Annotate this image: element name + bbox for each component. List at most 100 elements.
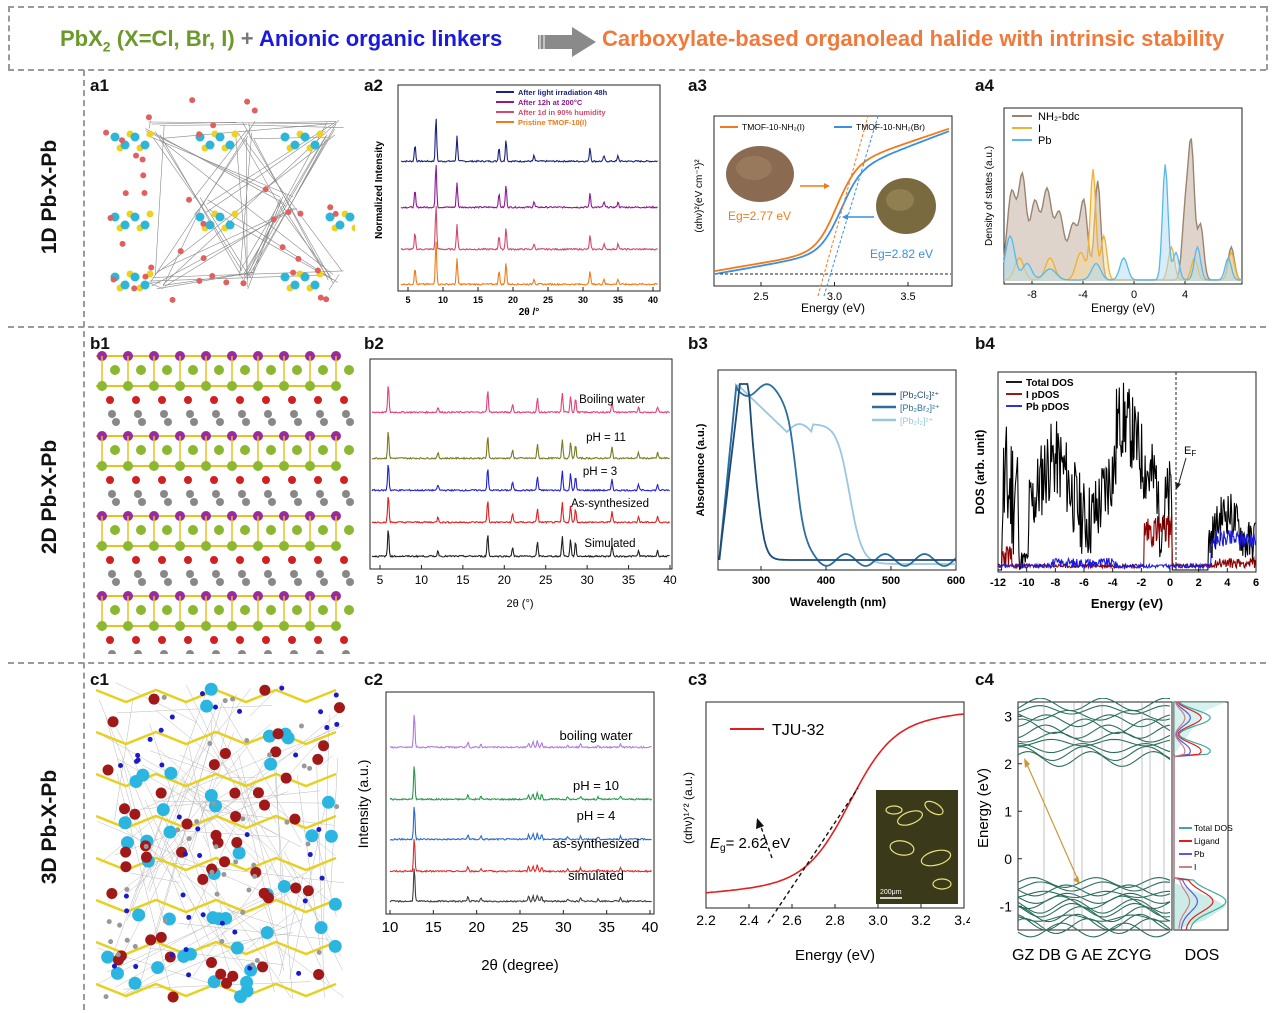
xrd-pattern bbox=[389, 766, 653, 801]
band-line bbox=[1017, 714, 1171, 728]
a3-xlabel: Energy (eV) bbox=[801, 301, 865, 315]
b2-curve-label: pH = 11 bbox=[586, 432, 626, 444]
a3-legend: TMOF-10-NH₂(I) TMOF-10-NH₂(Br) bbox=[720, 122, 925, 132]
header: PbX2 (X=Cl, Br, I) + Anionic organic lin… bbox=[60, 26, 1270, 60]
b2-curve-label: Boiling water bbox=[579, 394, 645, 406]
xrd-pattern bbox=[400, 241, 658, 287]
a3-legend-i: TMOF-10-NH₂(I) bbox=[742, 122, 805, 132]
band-line bbox=[1017, 877, 1171, 888]
a4-xlabel: Energy (eV) bbox=[1091, 301, 1155, 315]
a2-legend-entry: After 1d in 90% humidity bbox=[518, 108, 606, 117]
row-label-2d: 2D Pb-X-Pb bbox=[38, 439, 61, 555]
x-tick-label: 20 bbox=[498, 573, 512, 587]
band-line bbox=[1017, 913, 1171, 931]
x-tick-label: 2.6 bbox=[782, 912, 802, 928]
a4-legend-entry: Pb bbox=[1038, 135, 1051, 147]
x-tick-label: 400 bbox=[817, 575, 835, 587]
x-tick-label: 2.2 bbox=[696, 912, 716, 928]
c4-dos-label: DOS bbox=[1185, 947, 1220, 964]
y-tick-label: 1 bbox=[1004, 803, 1012, 819]
band-line bbox=[1017, 718, 1171, 735]
band-plot-c4: Energy (eV) 3 2 1 0 -1 GZ DB G AE ZCYG DOS T… bbox=[975, 698, 1233, 964]
a3-eg-br: Eg=2.82 eV bbox=[870, 247, 933, 261]
x-tick-label: 600 bbox=[947, 575, 965, 587]
xrd-pattern bbox=[371, 496, 671, 524]
x-tick-label: 35 bbox=[613, 295, 623, 305]
band-line bbox=[1017, 884, 1171, 897]
x-tick-label: 15 bbox=[473, 295, 483, 305]
y-tick-label: 0 bbox=[1004, 851, 1012, 867]
band-line bbox=[1018, 738, 1171, 747]
x-tick-label: 20 bbox=[468, 919, 485, 936]
crystal-micrograph: 200μm bbox=[876, 790, 958, 904]
c2-curve-label: pH = 4 bbox=[577, 808, 616, 823]
xrd-pattern bbox=[371, 386, 670, 415]
panel-label-c4: c4 bbox=[975, 670, 994, 689]
a2-xlabel: 2θ /° bbox=[519, 307, 540, 318]
panel-label-c3: c3 bbox=[688, 670, 707, 689]
x-tick-label: 20 bbox=[508, 295, 518, 305]
x-tick-label: 3.4 bbox=[954, 912, 970, 928]
x-tick-label: 40 bbox=[642, 919, 659, 936]
xrd-pattern bbox=[389, 806, 652, 842]
c2-curve-label: pH = 10 bbox=[573, 778, 619, 793]
x-tick-label: 0 bbox=[1167, 577, 1173, 589]
b2-xlabel: 2θ (°) bbox=[506, 598, 533, 610]
b2-curve-label: Simulated bbox=[584, 538, 635, 550]
a3-legend-br: TMOF-10-NH₂(Br) bbox=[856, 122, 925, 132]
x-tick-label: 30 bbox=[580, 573, 594, 587]
band-line bbox=[1017, 881, 1171, 892]
a2-legend-entry: Pristine TMOF-10(I) bbox=[518, 118, 587, 127]
a2-legend-entry: After light irradiation 48h bbox=[518, 88, 608, 97]
structure-b1 bbox=[96, 351, 354, 654]
x-tick-label: 15 bbox=[456, 573, 470, 587]
reaction-arrow bbox=[538, 27, 596, 57]
panel-label-a3: a3 bbox=[688, 76, 707, 95]
x-tick-label: -4 bbox=[1108, 577, 1119, 589]
x-tick-label: 40 bbox=[663, 573, 677, 587]
x-tick-label: -4 bbox=[1078, 289, 1088, 301]
plus-sign: + bbox=[234, 26, 259, 51]
x-tick-label: 0 bbox=[1131, 289, 1137, 301]
band-line bbox=[1017, 745, 1171, 762]
panel-label-a1: a1 bbox=[90, 76, 109, 95]
x-tick-label: 2 bbox=[1196, 577, 1202, 589]
x-tick-label: 4 bbox=[1224, 577, 1231, 589]
dos-curve bbox=[1173, 701, 1191, 931]
panel-label-b3: b3 bbox=[688, 334, 708, 353]
y-tick-label: 3 bbox=[1004, 708, 1012, 724]
x-tick-label: 300 bbox=[752, 575, 770, 587]
x-tick-label: -6 bbox=[1079, 577, 1089, 589]
x-tick-label: 3.2 bbox=[911, 912, 931, 928]
x-tick-label: 25 bbox=[512, 919, 529, 936]
band-line bbox=[1017, 890, 1171, 899]
b4-legend-entry: Total DOS bbox=[1026, 378, 1074, 389]
x-tick-label: 10 bbox=[382, 919, 399, 936]
product-text: Carboxylate-based organolead halide with… bbox=[602, 26, 1225, 51]
band-line bbox=[1017, 742, 1171, 754]
dos-plot-b4: DOS (arb. unit) Energy (eV) -12 -10 -8 -6 -4… bbox=[973, 371, 1259, 611]
c3-ylabel: (αhν)¹ᐟ² (a.u.) bbox=[681, 772, 695, 844]
b3-legend-entry: [Pb₂Cl₂]²⁺ bbox=[900, 390, 939, 400]
c4-kpath-label: GZ DB G AE ZCYG bbox=[1012, 947, 1152, 964]
band-line bbox=[1017, 724, 1171, 739]
tauc-plot-a3: (αhν)²(eV cm⁻¹)² Energy (eV) 2.5 3.0 3.5 T… bbox=[694, 115, 953, 315]
row-label-1d: 1D Pb-X-Pb bbox=[38, 139, 61, 255]
x-tick-label: -8 bbox=[1027, 289, 1037, 301]
band-line bbox=[1017, 895, 1171, 910]
y-tick-label: 2 bbox=[1004, 756, 1012, 772]
x-tick-label: 30 bbox=[578, 295, 588, 305]
band-line bbox=[1017, 705, 1171, 715]
panel-label-c2: c2 bbox=[364, 670, 383, 689]
x-tick-label: 5 bbox=[377, 573, 384, 587]
xrd-pattern bbox=[371, 530, 670, 558]
band-line bbox=[1017, 709, 1171, 721]
c3-legend: TJU-32 bbox=[772, 722, 825, 739]
x-tick-label: 25 bbox=[543, 295, 553, 305]
panel-label-a2: a2 bbox=[364, 76, 383, 95]
tauc-plot-c3: (αhν)¹ᐟ² (a.u.) Energy (eV) 2.2 2.4 2.6 2.8… bbox=[681, 701, 970, 964]
x-tick-label: 4 bbox=[1182, 289, 1188, 301]
xrd-pattern bbox=[389, 714, 652, 749]
x-tick-label: 3.5 bbox=[900, 291, 915, 303]
b3-ylabel: Absorbance (a.u.) bbox=[695, 423, 707, 516]
